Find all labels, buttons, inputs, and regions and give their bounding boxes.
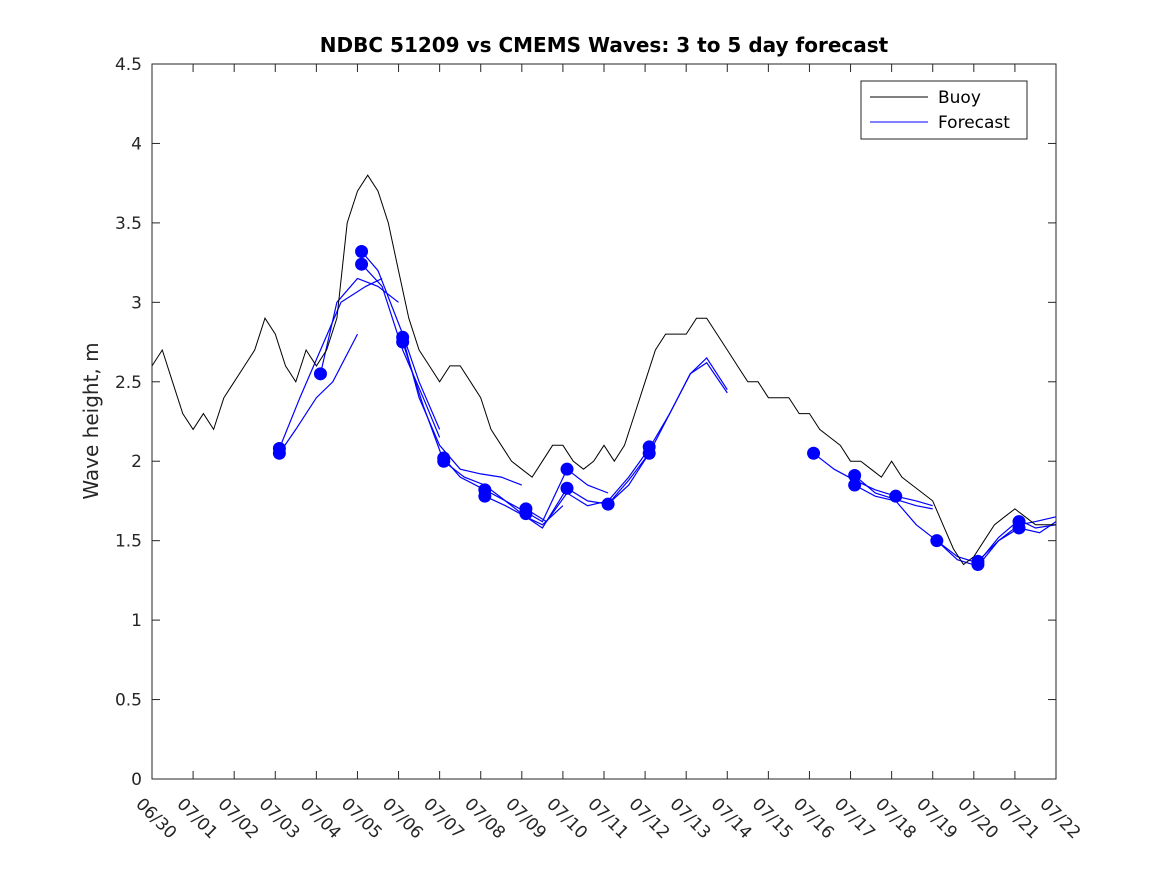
legend-forecast-label: Forecast <box>938 113 1010 133</box>
x-tick-label: 07/09 <box>501 794 550 843</box>
chart-title: NDBC 51209 vs CMEMS Waves: 3 to 5 day fo… <box>320 33 889 57</box>
forecast-line <box>936 519 1057 564</box>
y-tick-label: 3.5 <box>115 214 142 234</box>
x-tick-label: 07/21 <box>994 794 1043 843</box>
forecast-marker <box>519 507 533 521</box>
x-tick-label: 07/06 <box>378 794 427 843</box>
forecast-marker <box>1012 521 1026 535</box>
forecast-line <box>607 361 728 505</box>
forecast-marker <box>807 446 821 460</box>
x-tick-label: 07/18 <box>871 794 920 843</box>
forecast-marker <box>313 367 327 381</box>
forecast-marker <box>396 335 410 349</box>
x-tick-label: 07/12 <box>625 794 674 843</box>
y-tick-label: 2 <box>131 452 142 472</box>
x-tick-label: 07/20 <box>953 794 1002 843</box>
forecast-marker <box>355 257 369 271</box>
forecast-line <box>278 277 383 449</box>
forecast-marker <box>889 489 903 503</box>
y-tick-label: 1 <box>131 611 142 631</box>
y-tick-label: 4 <box>131 134 142 154</box>
x-tick-label: 07/03 <box>255 794 304 843</box>
forecast-marker <box>848 469 862 483</box>
forecast-marker <box>272 446 286 460</box>
y-axis: 0 0.5 1 1.5 2 2.5 3 3.5 4 4.5 <box>115 55 1056 790</box>
forecast-marker <box>355 244 369 258</box>
legend-buoy-label: Buoy <box>938 88 981 108</box>
forecast-marker <box>560 462 574 476</box>
legend: Buoy Forecast <box>860 80 1028 140</box>
forecast-line <box>525 356 728 523</box>
forecast-marker <box>848 478 862 492</box>
forecast-line <box>361 263 441 438</box>
forecast-line <box>319 277 399 374</box>
buoy-line <box>151 174 1056 566</box>
x-tick-label: 07/02 <box>214 794 263 843</box>
forecast-marker <box>930 534 944 548</box>
y-tick-label: 1.5 <box>115 532 142 552</box>
forecast-line <box>278 333 359 454</box>
marker-layer <box>272 244 1026 571</box>
x-tick-label: 07/16 <box>789 794 838 843</box>
x-tick-label: 07/11 <box>583 794 632 843</box>
forecast-marker <box>437 454 451 468</box>
x-tick-label: 07/07 <box>419 794 468 843</box>
x-tick-label: 07/04 <box>296 794 345 843</box>
y-tick-label: 0.5 <box>115 691 142 711</box>
plot-area <box>151 63 1057 780</box>
x-tick-label: 07/10 <box>542 794 591 843</box>
x-tick-label: 07/19 <box>912 794 961 843</box>
x-tick-label: 07/01 <box>173 794 222 843</box>
forecast-marker <box>601 497 615 511</box>
x-tick-label: 07/08 <box>460 794 509 843</box>
forecast-marker <box>478 489 492 503</box>
y-tick-label: 3 <box>131 293 142 313</box>
forecast-line <box>402 337 523 486</box>
forecast-marker <box>971 558 985 571</box>
x-tick-label: 07/05 <box>337 794 386 843</box>
x-tick-label: 07/14 <box>707 794 756 843</box>
y-tick-label: 4.5 <box>115 55 142 75</box>
y-axis-label: Wave height, m <box>79 342 103 499</box>
y-tick-label: 0 <box>131 770 142 790</box>
x-tick-label: 07/15 <box>748 794 797 843</box>
x-tick-label: 07/22 <box>1035 794 1084 843</box>
forecast-line <box>813 452 933 507</box>
x-tick-label: 07/17 <box>830 794 879 843</box>
legend-box <box>860 80 1028 140</box>
forecast-marker <box>560 481 574 495</box>
y-tick-label: 2.5 <box>115 373 142 393</box>
x-tick-label: 06/30 <box>131 794 180 843</box>
x-tick-label: 07/13 <box>666 794 715 843</box>
forecast-marker <box>642 446 656 460</box>
